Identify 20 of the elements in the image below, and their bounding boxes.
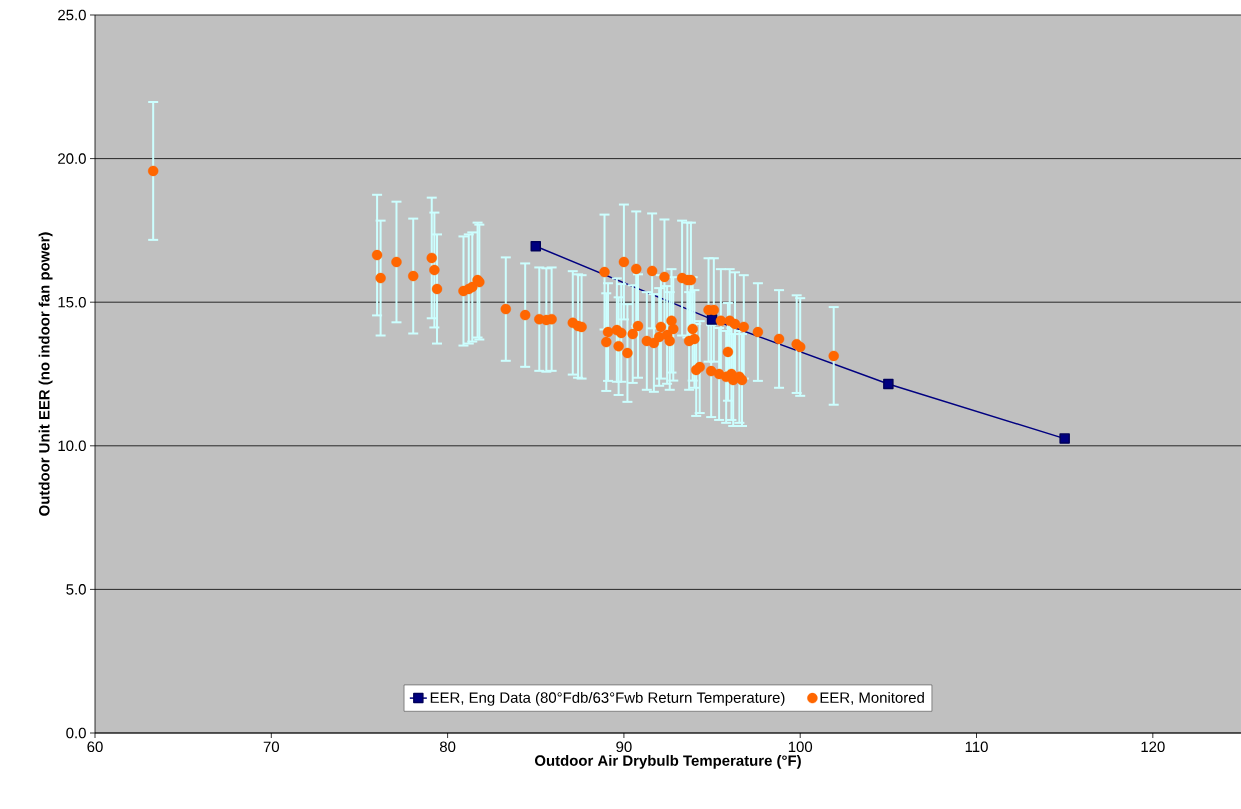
point	[883, 378, 894, 390]
legend-label: EER, Eng Data (80°Fdb/63°Fwb Return Temperature)	[430, 691, 785, 706]
y-tick-label: 10.0	[58, 440, 86, 452]
point	[1059, 433, 1070, 444]
x-axis-title: Outdoor Air Drybulb Temperature (°F)	[534, 754, 801, 769]
x-tick-label: 70	[263, 741, 280, 753]
y-tick-label: 5.0	[66, 584, 86, 595]
legend-label: EER, Monitored	[820, 691, 924, 705]
x-tick-label: 80	[439, 741, 456, 753]
y-tick-label: 20.0	[58, 153, 86, 164]
y-tick-label: 15.0	[58, 296, 86, 308]
x-tick-label: 120	[1141, 741, 1165, 753]
x-tick-label: 100	[788, 741, 813, 753]
x-tick-label: 110	[965, 741, 988, 753]
y-axis-title: Outdoor Unit EER (no indoor fan power)	[38, 232, 53, 516]
y-tick-label: 0.0	[66, 727, 86, 739]
y-tick-label: 25.0	[58, 9, 86, 21]
point	[530, 240, 541, 252]
x-tick-label: 60	[87, 741, 103, 753]
x-tick-label: 90	[616, 741, 632, 753]
